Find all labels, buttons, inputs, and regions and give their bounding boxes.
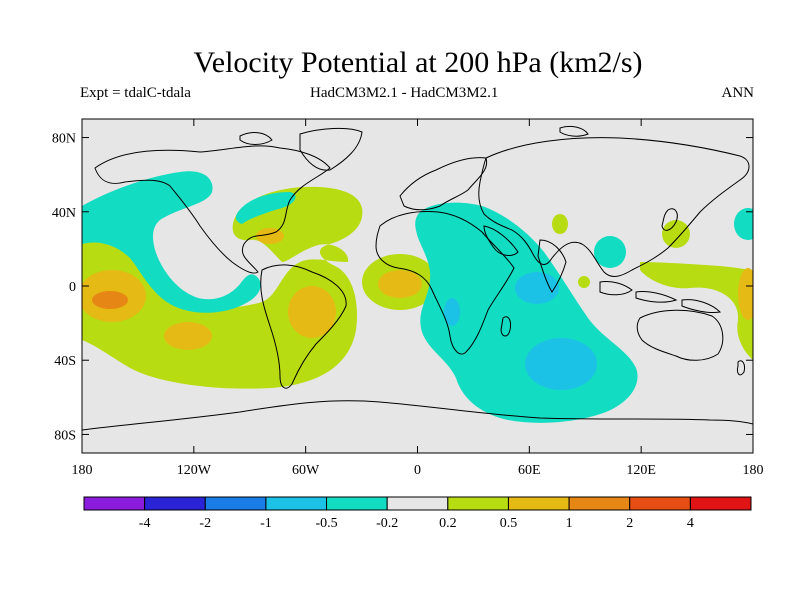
plot-title: Velocity Potential at 200 hPa (km2/s) [193,46,643,79]
positive-contour-region [164,322,212,350]
positive-contour-region [378,270,422,298]
x-tick-label: 180 [743,463,764,478]
negative-contour-region [734,208,753,240]
colorbar-swatch [326,496,388,511]
colorbar-swatch [265,496,328,511]
experiment-label: Expt = tdalC-tdala [80,85,191,101]
negative-contour-region [525,338,597,390]
y-tick-label: 40S [54,354,76,369]
x-axis: 180 120W 60W 0 60E 120E 180 [72,119,764,478]
negative-contour-region [444,298,460,326]
coastlines [82,125,753,431]
model-label: HadCM3M2.1 - HadCM3M2.1 [310,85,499,101]
x-tick-label: 60W [292,463,320,478]
negative-contour-region [594,236,626,268]
colorbar-label: -0.2 [376,516,398,531]
colorbar-swatch [144,496,206,511]
colorbar-label: 4 [687,516,694,531]
y-axis: 80N 40N 0 40S 80S [52,132,753,443]
colorbar: -4 -2 -1 -0.5 -0.2 0.2 0.5 1 2 4 [83,496,752,531]
colorbar-label: -2 [199,516,211,531]
positive-contour-region [640,262,753,360]
positive-contour-region [92,291,128,309]
contour-field [82,125,753,431]
colorbar-label: 0.5 [500,516,518,531]
x-tick-label: 120E [626,463,656,478]
negative-contour-region [235,192,296,224]
y-tick-label: 80N [52,132,76,147]
positive-contour-region [256,228,284,244]
colorbar-label: -1 [260,516,272,531]
y-tick-label: 80S [54,428,76,443]
positive-contour-region [552,214,568,234]
negative-contour-region [82,171,261,313]
x-tick-label: 120W [177,463,212,478]
colorbar-label: -4 [139,516,151,531]
x-tick-label: 180 [72,463,93,478]
colorbar-swatch [689,496,752,511]
y-tick-label: 0 [69,280,76,295]
colorbar-label: 2 [626,516,633,531]
colorbar-swatch [386,496,449,511]
colorbar-swatch [568,496,631,511]
colorbar-label: 1 [566,516,573,531]
colorbar-swatch [204,496,267,511]
colorbar-swatch [507,496,570,511]
positive-contour-region [578,276,590,288]
x-tick-label: 0 [414,463,421,478]
positive-contour-region [82,186,363,389]
negative-contour-region [515,272,559,304]
season-label: ANN [721,85,755,101]
colorbar-label: -0.5 [315,516,337,531]
positive-contour-region [288,286,336,338]
y-tick-label: 40N [52,206,76,221]
x-tick-label: 60E [518,463,541,478]
colorbar-label: 0.2 [439,516,457,531]
colorbar-swatch [629,496,691,511]
colorbar-swatch [447,496,509,511]
colorbar-swatch [83,496,146,511]
positive-contour-region [662,220,690,248]
positive-contour-region [738,268,753,320]
